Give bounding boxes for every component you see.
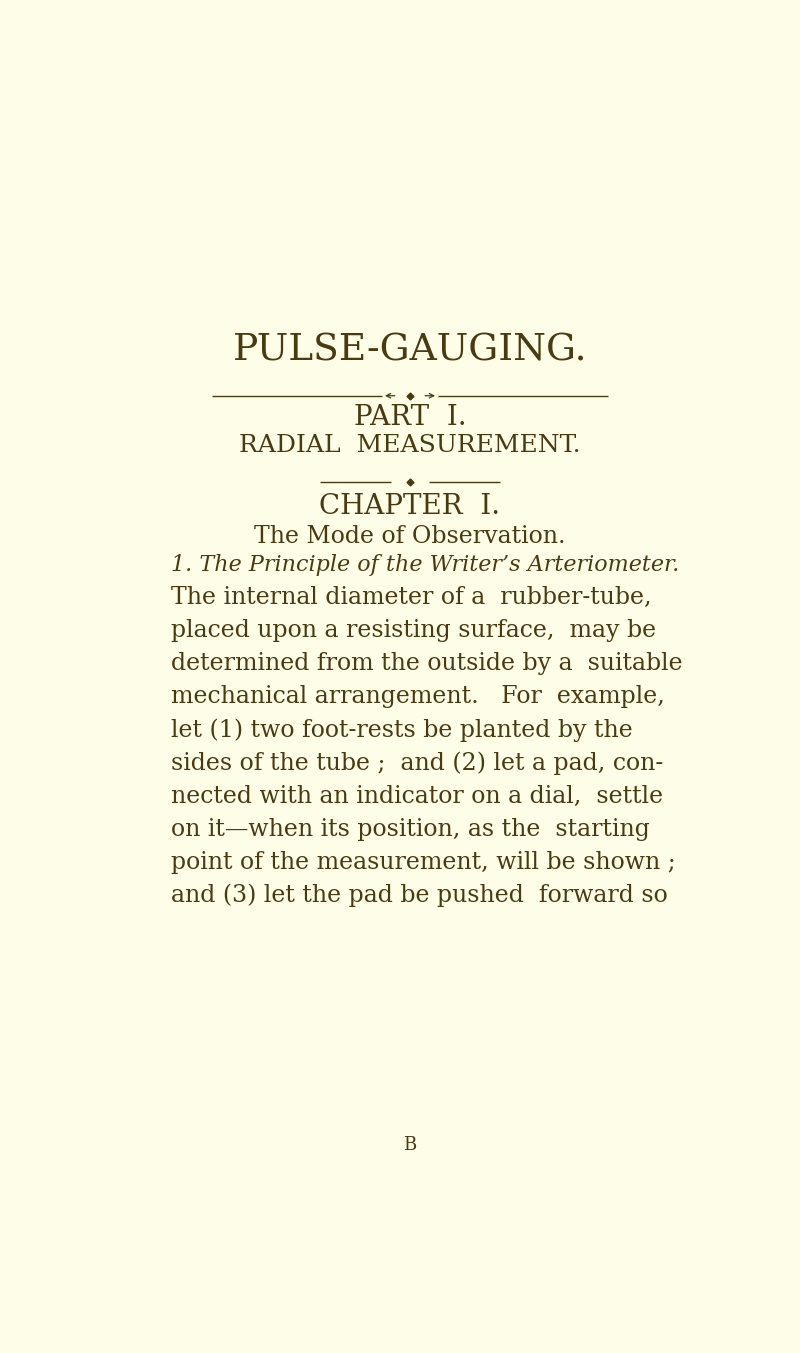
Text: RADIAL  MEASUREMENT.: RADIAL MEASUREMENT. bbox=[239, 434, 581, 457]
Text: nected with an indicator on a dial,  settle: nected with an indicator on a dial, sett… bbox=[171, 785, 663, 808]
Text: CHAPTER  I.: CHAPTER I. bbox=[319, 494, 501, 521]
Text: placed upon a resisting surface,  may be: placed upon a resisting surface, may be bbox=[171, 620, 657, 643]
Text: determined from the outside by a  suitable: determined from the outside by a suitabl… bbox=[171, 652, 683, 675]
Text: The Mode of Observation.: The Mode of Observation. bbox=[254, 525, 566, 548]
Text: The internal diameter of a  rubber-tube,: The internal diameter of a rubber-tube, bbox=[171, 586, 652, 609]
Text: and (3) let the pad be pushed  forward so: and (3) let the pad be pushed forward so bbox=[171, 884, 668, 908]
Text: PULSE-GAUGING.: PULSE-GAUGING. bbox=[233, 333, 587, 368]
Text: point of the measurement, will be shown ;: point of the measurement, will be shown … bbox=[171, 851, 676, 874]
Text: sides of the tube ;  and (2) let a pad, con-: sides of the tube ; and (2) let a pad, c… bbox=[171, 751, 663, 775]
Text: B: B bbox=[403, 1137, 417, 1154]
Text: 1. The Principle of the Writer’s Arteriometer.: 1. The Principle of the Writer’s Arterio… bbox=[171, 553, 679, 576]
Text: on it—when its position, as the  starting: on it—when its position, as the starting bbox=[171, 819, 650, 842]
Text: let (1) two foot-rests be planted by the: let (1) two foot-rests be planted by the bbox=[171, 718, 633, 741]
Text: mechanical arrangement.   For  example,: mechanical arrangement. For example, bbox=[171, 686, 665, 709]
Text: PART  I.: PART I. bbox=[354, 405, 466, 430]
